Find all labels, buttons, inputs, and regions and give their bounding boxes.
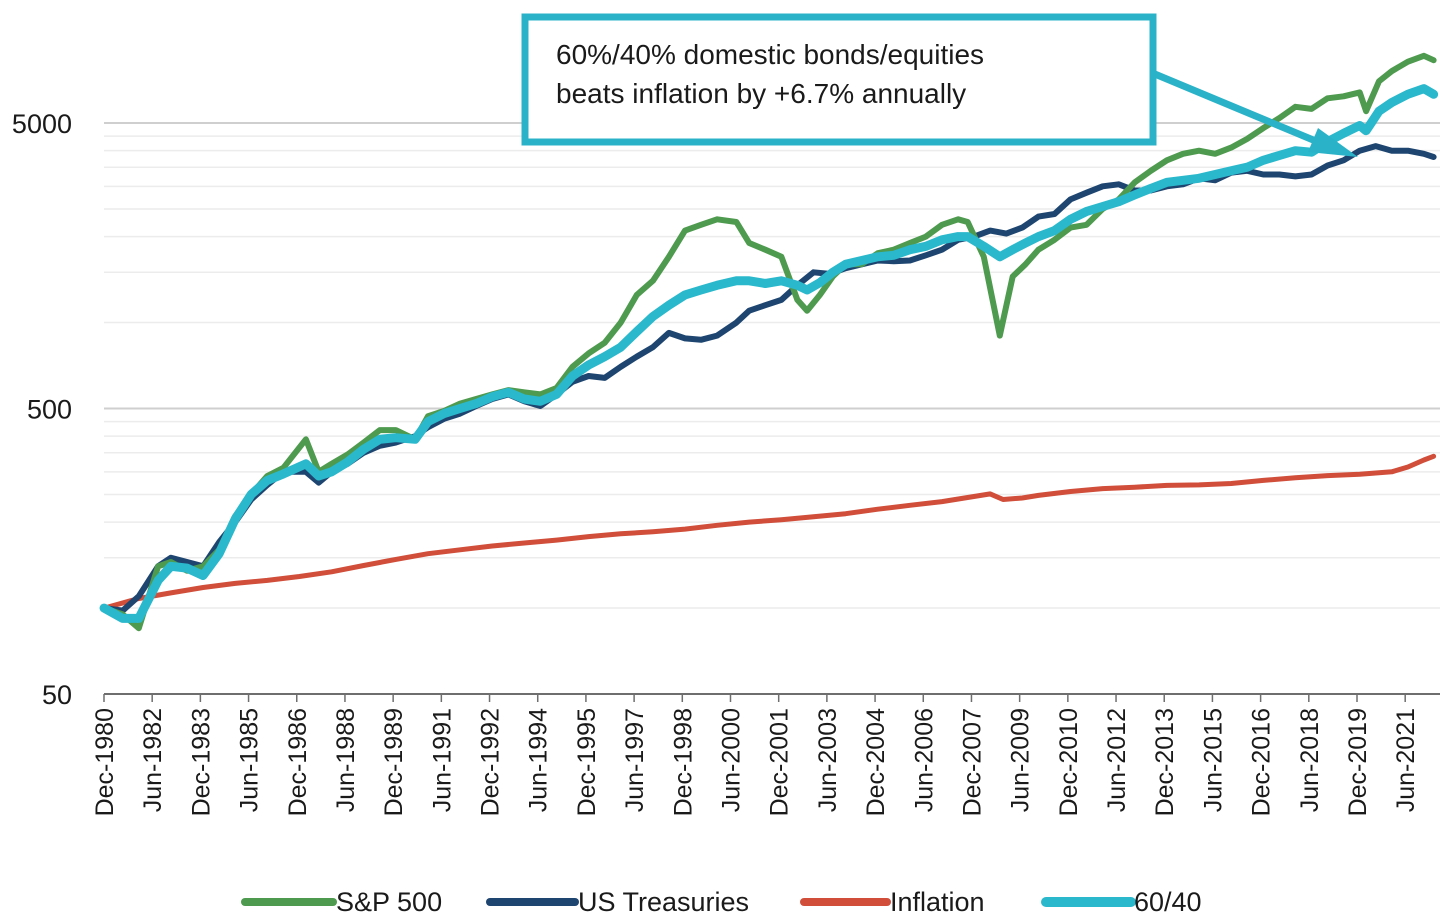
y-tick-label: 500	[27, 395, 72, 425]
x-tick-label: Jun-1994	[525, 708, 553, 812]
x-tick-label: Dec-2004	[862, 708, 890, 816]
x-tick-label: Dec-1983	[187, 708, 215, 816]
x-tick-label: Jun-1991	[428, 708, 456, 812]
y-tick-labels: 50 500 5000	[12, 109, 72, 710]
x-tick-label: Jun-2000	[717, 708, 745, 812]
series-lines	[99, 52, 1439, 632]
x-tick-label: Dec-2007	[958, 708, 986, 816]
x-tick-label: Jun-2012	[1103, 708, 1131, 812]
x-tick-label: Jun-2018	[1296, 708, 1324, 812]
x-tick-label: Dec-1998	[669, 708, 697, 816]
x-tick-label: Jun-1988	[332, 708, 360, 812]
x-tick-label: Dec-1995	[573, 708, 601, 816]
x-tick-label: Jun-1982	[139, 708, 167, 812]
x-tick-label: Jun-2003	[814, 708, 842, 812]
x-tick-label: Dec-1992	[477, 708, 505, 816]
y-tick-label: 5000	[12, 109, 72, 139]
gridlines	[104, 122, 1440, 609]
x-tick-label: Dec-1989	[380, 708, 408, 816]
legend-label-us-treasuries: US Treasuries	[578, 887, 749, 917]
x-tick-label: Dec-1986	[284, 708, 312, 816]
y-tick-label: 50	[42, 680, 72, 710]
x-tick-label: Dec-2016	[1248, 708, 1276, 816]
x-tick-label: Jun-1997	[621, 708, 649, 812]
x-tick-label: Dec-1980	[91, 708, 119, 816]
annotation-line-1: 60%/40% domestic bonds/equities	[556, 39, 984, 70]
x-tick-label: Jun-2006	[910, 708, 938, 812]
x-tick-label: Dec-2001	[766, 708, 794, 816]
annotation-arrow	[1148, 68, 1320, 146]
x-tick-label: Dec-2010	[1055, 708, 1083, 816]
x-tick-label: Jun-2009	[1007, 708, 1035, 812]
annotation-box	[521, 13, 1157, 146]
x-tick-label: Dec-2019	[1344, 708, 1372, 816]
x-tick-label: Dec-2013	[1151, 708, 1179, 816]
x-tick-label: Jun-2015	[1199, 708, 1227, 812]
series-line-s-p-500	[101, 52, 1437, 632]
x-tick-labels: Dec-1980 Jun-1982 Dec-1983 Jun-1985 Dec-1986…	[91, 708, 1420, 817]
series-line-us-treasuries	[101, 143, 1437, 614]
annotation-arrow-head	[1308, 128, 1358, 157]
x-tick-label: Jun-2021	[1392, 708, 1420, 812]
annotation-callout: 60%/40% domestic bonds/equities beats in…	[521, 13, 1358, 157]
annotation-line-2: beats inflation by +6.7% annually	[556, 78, 966, 109]
legend-label-s-p-500: S&P 500	[336, 887, 442, 917]
legend-label-60-40: 60/40	[1134, 887, 1202, 917]
legend-label-inflation: Inflation	[890, 887, 985, 917]
axes	[103, 693, 1440, 702]
series-line-inflation	[101, 453, 1437, 611]
series-line-60-40	[99, 84, 1439, 623]
x-tick-label: Jun-1985	[236, 708, 264, 812]
legend: S&P 500 US Treasuries Inflation 60/40	[241, 887, 1202, 917]
